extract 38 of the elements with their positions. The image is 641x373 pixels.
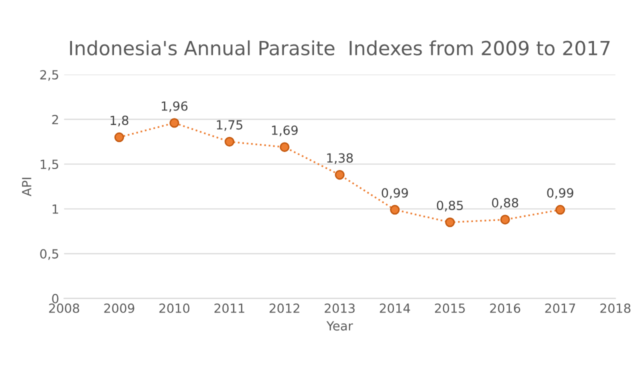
- data-label: 0,99: [547, 188, 574, 199]
- data-label: 1,38: [327, 153, 353, 164]
- y-tick-label: 0,5: [40, 249, 58, 260]
- data-label: 1,75: [216, 120, 242, 131]
- y-tick-label: 0: [52, 294, 58, 304]
- data-label: 0,85: [436, 200, 463, 212]
- x-tick-label: 2012: [270, 303, 300, 313]
- x-tick-label: 2011: [214, 303, 244, 313]
- x-axis-title: Year: [326, 321, 353, 331]
- x-tick-label: 2010: [159, 303, 190, 313]
- x-tick-label: 2015: [434, 303, 465, 313]
- point: [445, 217, 455, 228]
- point: [114, 132, 124, 142]
- x-tick-label: 2016: [490, 303, 520, 313]
- point: [280, 142, 290, 152]
- y-tick-label: 1: [52, 204, 58, 214]
- point: [390, 204, 400, 215]
- point: [555, 204, 566, 215]
- x-tick-label: 2009: [104, 303, 134, 313]
- point: [334, 170, 345, 180]
- x-tick-label: 2013: [324, 303, 355, 313]
- x-tick-label: 2017: [545, 303, 576, 313]
- chart-title: Indonesia's Annual Parasite Indexes from 2009 to 2017: [70, 40, 610, 56]
- y-axis-title: API: [22, 178, 32, 196]
- data-label: 1,69: [272, 126, 298, 136]
- data-label: 1,8: [110, 116, 128, 126]
- point: [500, 214, 510, 224]
- x-tick-label: 2014: [380, 303, 410, 313]
- point: [224, 136, 234, 147]
- y-tick-label: 1,5: [40, 160, 58, 170]
- data-label: 0,88: [492, 198, 518, 209]
- data-label: 0,99: [382, 188, 408, 199]
- x-tick-label: 2008: [49, 303, 80, 313]
- x-tick-label: 2018: [600, 303, 630, 313]
- data-label: 1,96: [162, 101, 188, 112]
- point: [169, 118, 180, 128]
- y-tick-label: 2,5: [40, 70, 58, 81]
- y-tick-label: 2: [52, 114, 58, 124]
